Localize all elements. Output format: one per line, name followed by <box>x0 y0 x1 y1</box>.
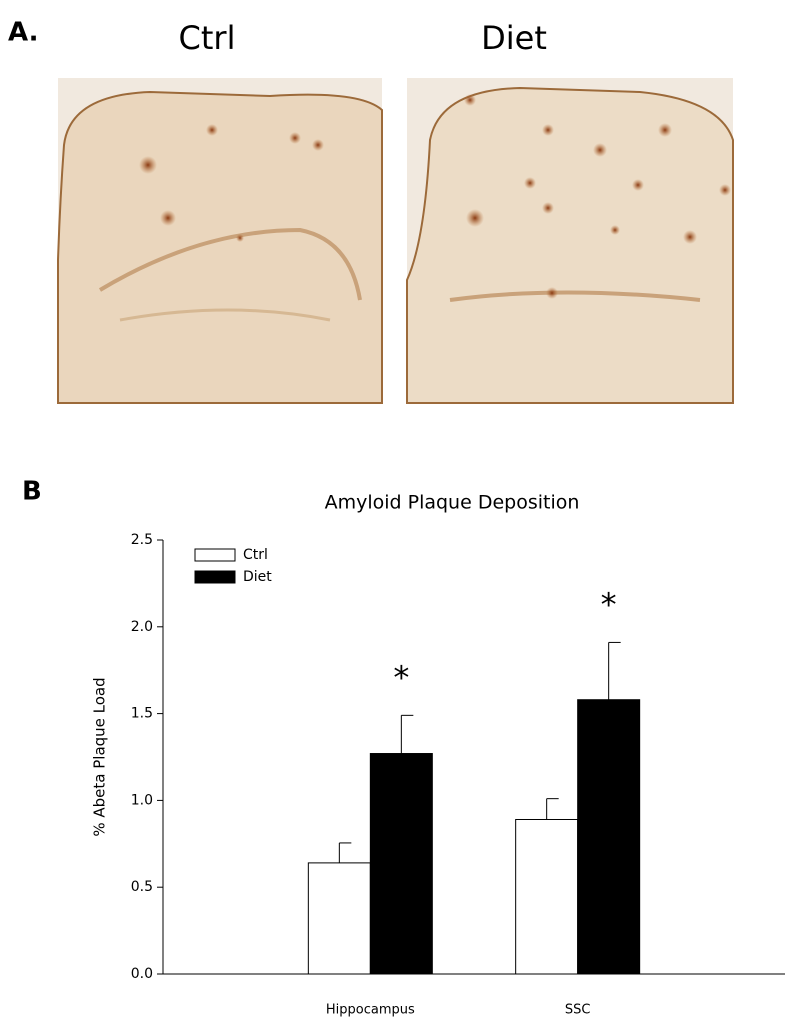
y-axis-label: % Abeta Plaque Load <box>91 677 109 836</box>
panel-label: B <box>22 477 42 507</box>
x-tick-label: Hippocampus <box>326 1003 415 1018</box>
legend-swatch <box>194 570 236 584</box>
significance-marker: * <box>393 658 409 696</box>
panel-label: A. <box>8 18 38 48</box>
significance-marker: * <box>601 585 617 623</box>
legend-label: Ctrl <box>243 547 268 563</box>
chart-title: Amyloid Plaque Deposition <box>325 492 580 514</box>
bar <box>369 753 433 975</box>
y-tick-label: 0.0 <box>131 966 153 982</box>
y-tick-label: 2.5 <box>131 532 153 548</box>
micrograph <box>57 78 383 404</box>
y-tick-label: 1.5 <box>131 706 153 722</box>
y-tick-label: 2.0 <box>131 619 153 635</box>
y-tick-label: 0.5 <box>131 879 153 895</box>
legend-swatch <box>194 548 236 562</box>
bar <box>307 862 371 975</box>
x-tick-label: SSC <box>565 1003 591 1018</box>
legend-label: Diet <box>243 569 272 585</box>
y-tick-label: 1.0 <box>131 792 153 808</box>
bar <box>515 818 579 975</box>
bar <box>577 699 641 975</box>
image-title: Ctrl <box>179 19 236 57</box>
micrograph <box>406 78 734 404</box>
image-title: Diet <box>481 19 547 57</box>
